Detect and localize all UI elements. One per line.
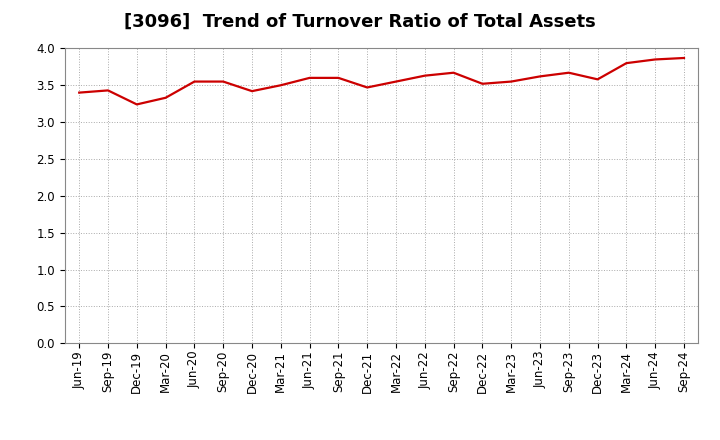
Text: [3096]  Trend of Turnover Ratio of Total Assets: [3096] Trend of Turnover Ratio of Total … [124, 13, 596, 31]
